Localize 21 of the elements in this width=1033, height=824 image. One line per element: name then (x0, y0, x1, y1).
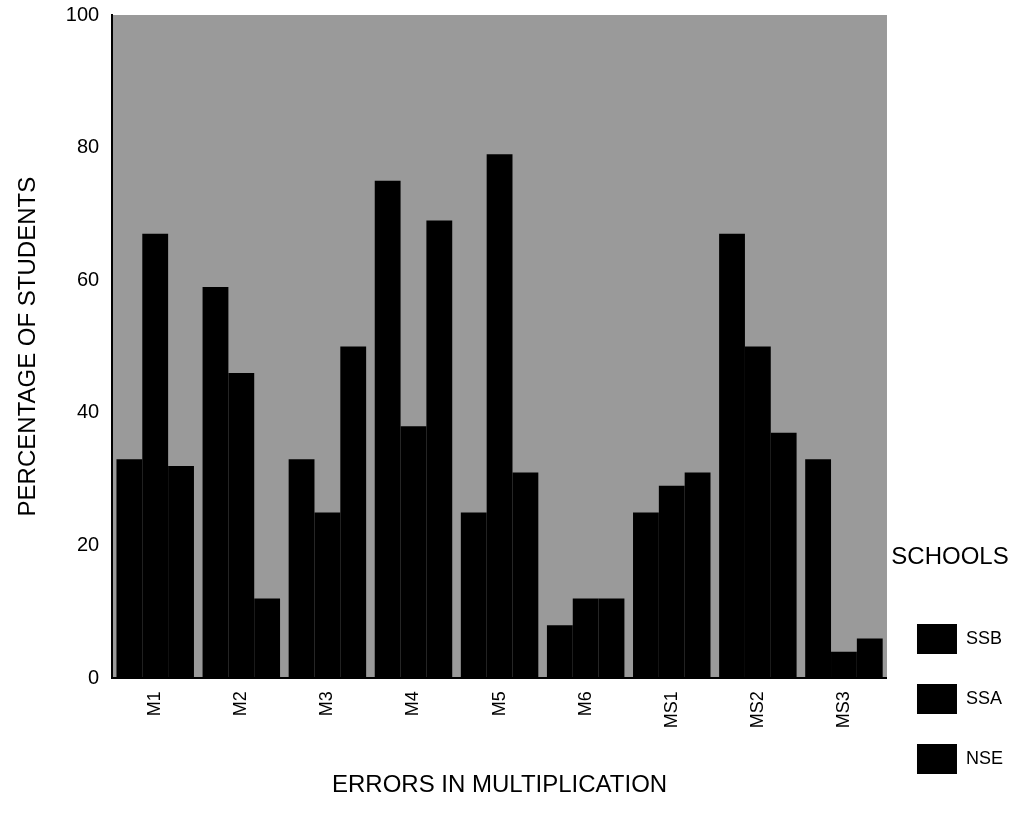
x-tick-label: MS3 (832, 691, 853, 729)
legend-label: NSE (965, 747, 1003, 768)
y-axis-title: PERCENTAGE OF STUDENTS (13, 176, 41, 517)
y-tick-label: 100 (65, 2, 100, 25)
x-tick-label: M3 (316, 691, 337, 717)
y-tick-label: 40 (76, 400, 100, 423)
y-tick-label: 0 (88, 665, 100, 688)
x-tick-label: MS2 (746, 691, 767, 729)
legend-title: SCHOOLS (891, 541, 1009, 569)
x-tick-label: MS1 (660, 691, 681, 729)
y-tick-label: 20 (76, 533, 100, 556)
x-tick-label: M4 (402, 691, 423, 717)
legend-label: SSB (965, 627, 1003, 648)
y-tick-label: 60 (76, 267, 100, 290)
x-tick-label: M5 (488, 691, 509, 717)
legend-label: SSA (965, 687, 1003, 708)
x-tick-label: M2 (230, 691, 251, 717)
x-tick-label: M1 (144, 691, 165, 717)
y-tick-label: 80 (76, 135, 100, 158)
x-tick-label: M6 (574, 691, 595, 717)
x-axis-title: ERRORS IN MULTIPLICATION (332, 770, 668, 798)
